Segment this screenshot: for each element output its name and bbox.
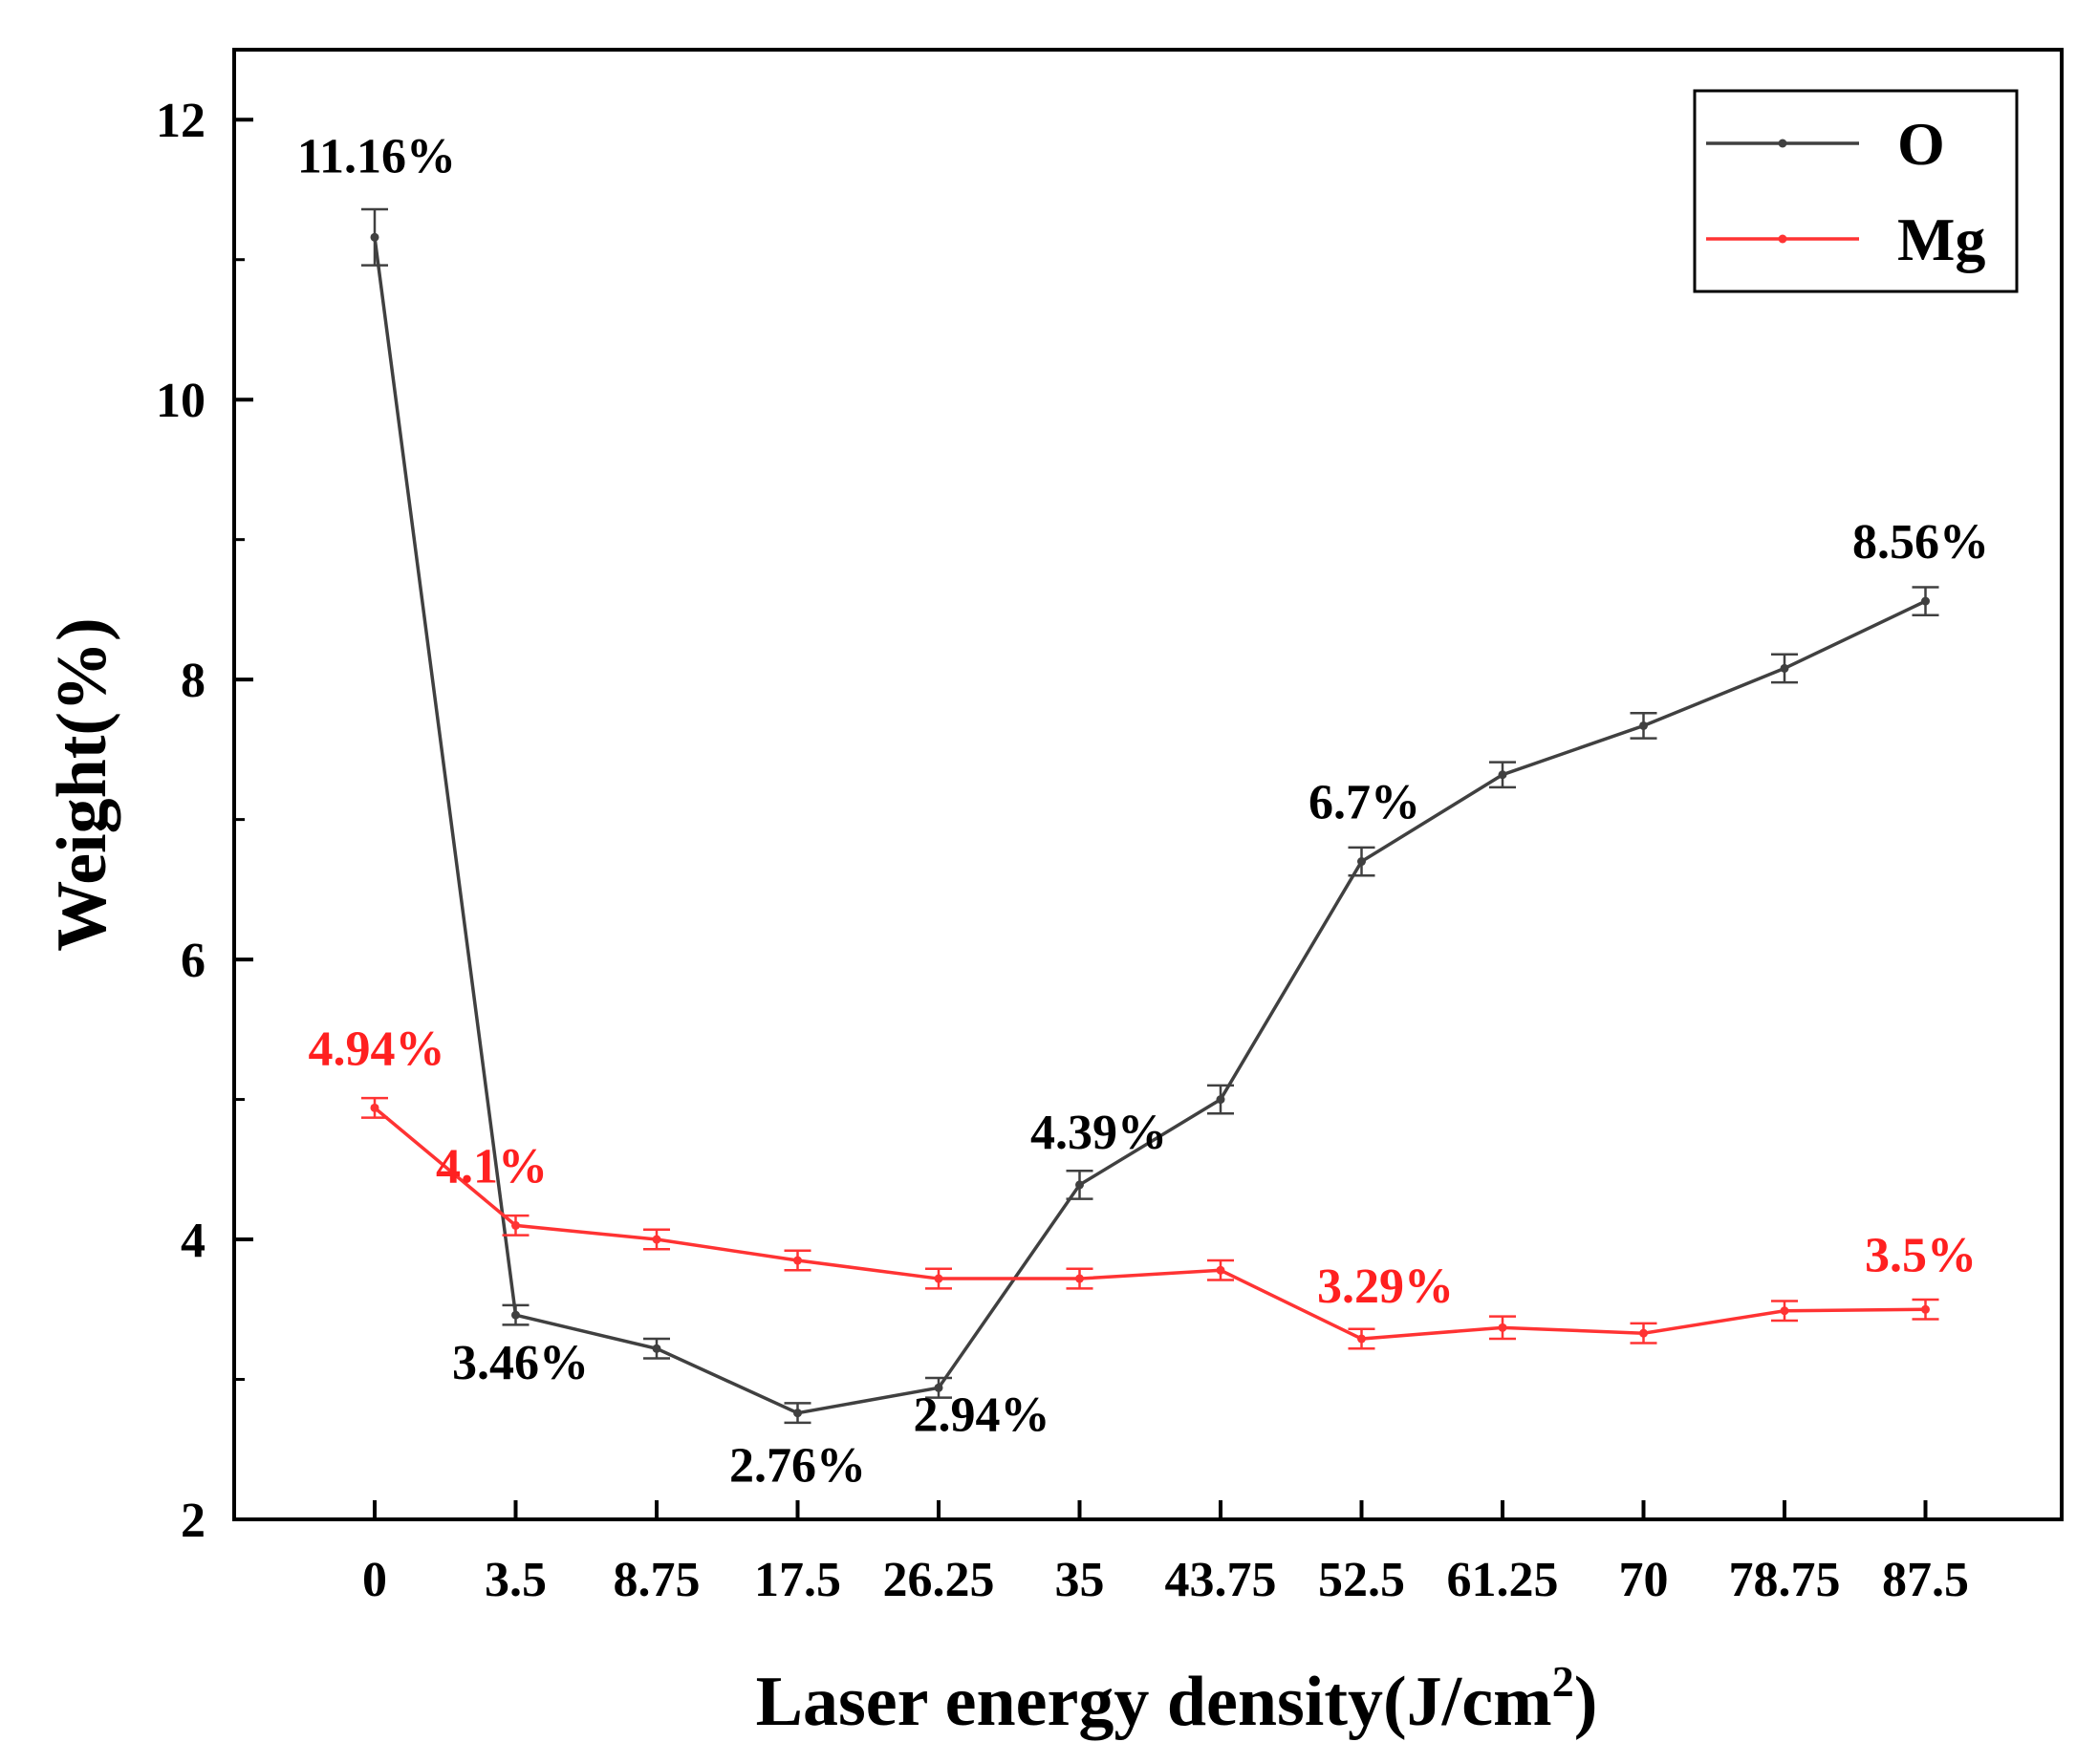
data-point-o (793, 1409, 802, 1418)
legend-label: O (1897, 110, 1945, 178)
legend-label: Mg (1897, 205, 1985, 273)
data-point-mg (1639, 1328, 1648, 1338)
y-tick-label: 2 (181, 1494, 205, 1548)
data-point-mg (652, 1235, 661, 1244)
data-point-o (1357, 857, 1366, 867)
x-tick-label: 43.75 (1165, 1553, 1277, 1607)
y-tick-label: 8 (181, 654, 205, 708)
x-axis-title-suffix: ) (1574, 1663, 1598, 1741)
data-point-o (1216, 1095, 1225, 1105)
legend-marker (1778, 234, 1787, 244)
data-point-o (511, 1310, 520, 1320)
y-tick-label: 6 (181, 934, 205, 988)
plot-frame (232, 48, 2064, 1521)
y-tick-label: 4 (181, 1214, 205, 1268)
data-point-o (370, 232, 379, 242)
data-point-mg (1075, 1274, 1084, 1283)
y-tick-label: 12 (156, 94, 205, 148)
x-tick-label: 35 (1055, 1553, 1105, 1607)
data-point-mg (1357, 1334, 1366, 1344)
data-label: 3.5% (1865, 1228, 1977, 1282)
x-axis-title: Laser energy density(J/cm2) (756, 1657, 1598, 1741)
data-point-mg (934, 1274, 943, 1283)
data-point-o (1921, 596, 1930, 606)
x-tick-label: 78.75 (1729, 1553, 1841, 1607)
x-tick-label: 3.5 (485, 1553, 547, 1607)
data-point-o (652, 1344, 661, 1353)
data-point-mg (370, 1103, 379, 1112)
y-axis-title: Weight(%) (43, 617, 121, 951)
legend-box (1693, 89, 2019, 293)
data-point-mg (1498, 1323, 1507, 1332)
series-layer (361, 207, 1939, 1425)
legend-marker (1778, 139, 1787, 148)
data-label: 3.46% (452, 1336, 589, 1390)
series-o (361, 207, 1939, 1425)
annotation-layer: 11.16% 3.46% 2.76% 2.94% 4.39% 6.7% 8.56% 4.94%… (297, 129, 1989, 1493)
series-mg (361, 1096, 1939, 1350)
legend-item-o: O (1706, 110, 1945, 178)
data-label: 11.16% (297, 129, 456, 183)
data-label: 8.56% (1852, 515, 1989, 570)
x-axis-title-main: Laser energy density(J/cm (756, 1663, 1552, 1741)
legend-item-mg: Mg (1706, 205, 1985, 273)
data-point-mg (1921, 1304, 1930, 1314)
series-line-mg (373, 1107, 1926, 1341)
data-point-o (1498, 770, 1507, 780)
y-tick-label: 10 (156, 374, 205, 428)
series-line-o (373, 237, 1927, 1415)
data-point-mg (793, 1256, 802, 1265)
data-point-o (934, 1383, 943, 1392)
x-tick-label: 17.5 (754, 1553, 841, 1607)
data-label: 2.76% (729, 1439, 866, 1494)
data-label: 3.29% (1317, 1259, 1454, 1314)
data-label: 2.94% (914, 1388, 1050, 1442)
legend: O Mg (1693, 89, 2019, 293)
x-axis-title-superscript: 2 (1552, 1657, 1574, 1706)
data-label: 6.7% (1309, 776, 1420, 830)
x-axis: 0 3.5 8.75 17.5 26.25 35 43.75 52.5 61.25 70 78.75… (362, 1500, 1969, 1607)
data-point-o (1075, 1180, 1084, 1190)
data-label: 4.39% (1030, 1106, 1167, 1160)
x-tick-label: 26.25 (883, 1553, 995, 1607)
plot-border (232, 48, 2064, 1521)
data-point-mg (1780, 1306, 1789, 1316)
data-label: 4.94% (309, 1022, 445, 1076)
x-tick-label: 52.5 (1318, 1553, 1405, 1607)
data-point-o (1780, 663, 1789, 673)
x-tick-label: 8.75 (614, 1553, 701, 1607)
data-point-mg (511, 1220, 520, 1230)
data-label: 4.1% (436, 1139, 548, 1194)
data-point-o (1639, 721, 1648, 730)
x-tick-label: 0 (362, 1553, 387, 1607)
x-tick-label: 70 (1619, 1553, 1669, 1607)
y-axis: 2 4 6 8 10 12 (156, 94, 253, 1548)
data-point-mg (1216, 1265, 1225, 1275)
x-tick-label: 61.25 (1447, 1553, 1559, 1607)
x-tick-label: 87.5 (1882, 1553, 1969, 1607)
